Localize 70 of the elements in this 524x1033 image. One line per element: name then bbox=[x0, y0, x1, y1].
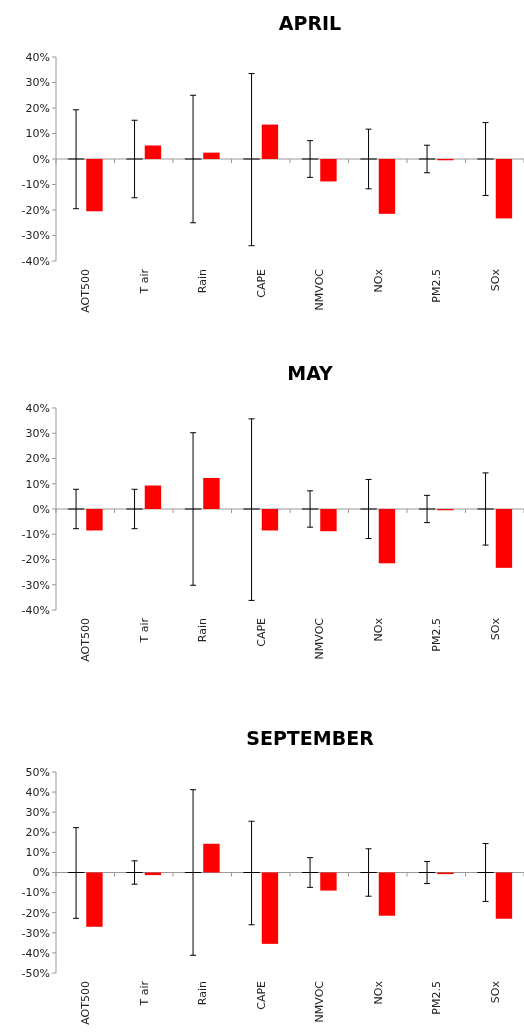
x-tick-label: SOx bbox=[488, 268, 502, 292]
x-tick-label: Rain bbox=[196, 980, 210, 1006]
x-tick-label: NMVOC bbox=[313, 617, 327, 660]
x-tick-label: NOx bbox=[371, 268, 385, 293]
chart-title: MAY bbox=[287, 362, 334, 384]
x-tick-label: CAPE bbox=[254, 617, 268, 647]
y-tick-label: 40% bbox=[25, 785, 50, 799]
y-tick-label: -50% bbox=[21, 966, 50, 980]
x-tick-label: PM2.5 bbox=[430, 981, 444, 1015]
x-tick-label: CAPE bbox=[254, 980, 268, 1010]
y-tick-label: -40% bbox=[21, 254, 50, 268]
x-tick-label: T air bbox=[137, 268, 151, 295]
y-tick-label: -20% bbox=[21, 906, 50, 920]
y-tick-label: -40% bbox=[21, 946, 50, 960]
y-tick-label: 10% bbox=[25, 846, 50, 860]
bar bbox=[320, 159, 337, 182]
bar bbox=[378, 159, 396, 214]
y-tick-label: 0% bbox=[32, 152, 50, 166]
y-tick-label: 0% bbox=[32, 502, 50, 516]
y-tick-label: -20% bbox=[21, 553, 50, 567]
y-tick-label: 30% bbox=[25, 427, 50, 441]
bar bbox=[203, 152, 220, 159]
y-tick-label: -30% bbox=[21, 229, 50, 243]
y-tick-label: -30% bbox=[21, 578, 50, 592]
bar bbox=[144, 145, 162, 159]
chart-title: APRIL bbox=[278, 12, 342, 34]
x-tick-label: AOT500 bbox=[79, 269, 93, 313]
x-tick-label: T air bbox=[137, 617, 151, 644]
bar bbox=[261, 509, 279, 531]
y-tick-label: -10% bbox=[21, 178, 50, 192]
bar bbox=[495, 509, 513, 568]
x-tick-label: Rain bbox=[196, 268, 210, 294]
y-tick-label: 30% bbox=[25, 76, 50, 90]
x-tick-label: NMVOC bbox=[313, 980, 327, 1023]
bar bbox=[144, 485, 162, 509]
x-tick-label: CAPE bbox=[254, 268, 268, 298]
y-tick-label: 20% bbox=[25, 452, 50, 466]
y-tick-label: 0% bbox=[32, 866, 50, 880]
bar bbox=[378, 509, 396, 564]
y-tick-label: -40% bbox=[21, 603, 50, 617]
x-tick-label: AOT500 bbox=[79, 618, 93, 662]
y-tick-label: 50% bbox=[25, 765, 50, 779]
bar bbox=[495, 159, 513, 219]
bar bbox=[203, 477, 220, 509]
x-tick-label: T air bbox=[137, 980, 151, 1007]
y-tick-label: 20% bbox=[25, 826, 50, 840]
bar bbox=[320, 509, 337, 532]
x-tick-label: NOx bbox=[371, 617, 385, 642]
y-tick-label: -30% bbox=[21, 926, 50, 940]
y-tick-label: 10% bbox=[25, 477, 50, 491]
x-tick-label: AOT500 bbox=[79, 981, 93, 1025]
bar bbox=[261, 124, 279, 159]
x-tick-label: PM2.5 bbox=[430, 269, 444, 303]
y-tick-label: -20% bbox=[21, 203, 50, 217]
x-tick-label: SOx bbox=[488, 617, 502, 641]
y-tick-label: -10% bbox=[21, 886, 50, 900]
y-tick-label: 40% bbox=[25, 50, 50, 64]
x-tick-label: Rain bbox=[196, 617, 210, 643]
y-tick-label: 40% bbox=[25, 401, 50, 415]
y-tick-label: -10% bbox=[21, 528, 50, 542]
x-tick-label: NOx bbox=[371, 980, 385, 1005]
x-tick-label: SOx bbox=[488, 980, 502, 1004]
x-tick-label: PM2.5 bbox=[430, 618, 444, 652]
y-tick-label: 20% bbox=[25, 101, 50, 115]
y-tick-label: 30% bbox=[25, 806, 50, 820]
x-tick-label: NMVOC bbox=[313, 268, 327, 311]
bar bbox=[86, 509, 103, 531]
chart-title: SEPTEMBER bbox=[246, 727, 375, 749]
bar bbox=[86, 159, 103, 212]
y-tick-label: 10% bbox=[25, 127, 50, 141]
